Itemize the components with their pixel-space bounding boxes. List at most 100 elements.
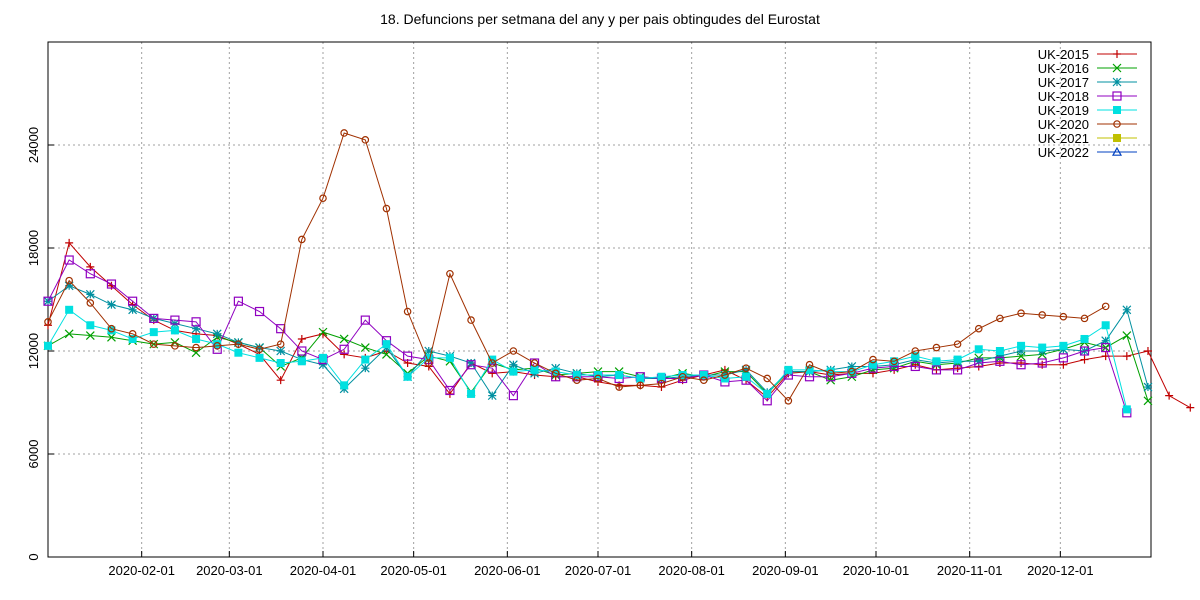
data-point <box>615 383 623 391</box>
data-point <box>65 238 74 247</box>
data-point <box>1038 343 1047 352</box>
data-point <box>467 389 476 398</box>
data-point <box>763 374 772 383</box>
data-point <box>318 329 327 338</box>
data-point <box>995 351 1005 361</box>
data-point <box>1101 302 1110 311</box>
data-point <box>467 316 475 324</box>
data-point <box>212 329 222 339</box>
data-point <box>107 326 116 335</box>
data-point <box>1016 360 1026 370</box>
x-tick-label: 2020-09-01 <box>752 563 819 578</box>
data-point <box>64 281 74 291</box>
data-point <box>191 317 201 327</box>
data-point <box>847 362 857 371</box>
y-tick-label: 24000 <box>26 127 41 163</box>
legend-label: UK-2020 <box>1038 117 1089 132</box>
data-point <box>826 367 835 376</box>
data-point <box>339 334 349 344</box>
data-point <box>741 365 751 375</box>
plot-frame <box>47 41 1152 558</box>
series-line <box>47 259 1128 413</box>
data-point <box>297 346 307 356</box>
data-point <box>1101 336 1111 346</box>
data-point <box>318 327 328 337</box>
series-line <box>47 132 1106 402</box>
data-point <box>106 279 117 289</box>
data-point <box>128 305 138 315</box>
data-point <box>403 372 412 381</box>
data-point <box>1143 396 1153 406</box>
data-point <box>86 321 95 330</box>
data-point <box>1186 403 1195 412</box>
data-point <box>213 342 222 350</box>
data-point <box>742 364 750 372</box>
data-point <box>952 365 963 375</box>
series-uk-2020 <box>44 129 1110 405</box>
data-point <box>890 357 898 366</box>
data-point <box>805 365 814 374</box>
data-point <box>868 360 877 369</box>
data-point <box>932 357 941 366</box>
data-point <box>1113 134 1121 142</box>
data-point <box>1113 50 1121 58</box>
data-point <box>1080 355 1089 364</box>
data-point <box>360 315 370 325</box>
data-point <box>995 356 1005 366</box>
legend-label: UK-2019 <box>1038 103 1089 118</box>
axis-ticks: 0 6000 12000 18000 24000 2020-02-01 2020-03-01… <box>26 127 1094 578</box>
data-point <box>128 296 138 306</box>
data-point <box>233 296 243 306</box>
data-point <box>996 314 1004 323</box>
data-point <box>424 346 434 356</box>
data-point <box>594 374 602 383</box>
grid-lines <box>48 42 1151 557</box>
data-point <box>445 353 454 362</box>
data-point <box>572 371 581 380</box>
series-uk-2015 <box>44 238 1195 412</box>
x-tick-label: 2020-07-01 <box>565 563 632 578</box>
data-point <box>1122 352 1131 361</box>
data-point <box>382 204 391 213</box>
data-point <box>361 136 370 144</box>
data-point <box>1112 63 1122 73</box>
data-point <box>339 344 349 354</box>
data-point <box>1058 353 1068 363</box>
data-point <box>784 365 793 374</box>
data-point <box>466 360 476 370</box>
data-point <box>636 374 645 383</box>
data-point <box>1080 334 1089 343</box>
data-point <box>1101 342 1111 353</box>
data-point <box>191 324 201 334</box>
data-point <box>1101 321 1110 330</box>
data-point <box>233 337 243 347</box>
data-point <box>340 381 349 390</box>
data-point <box>657 379 666 388</box>
data-point <box>932 343 941 352</box>
data-point <box>403 351 413 361</box>
data-point <box>1016 346 1026 356</box>
data-point <box>340 350 349 359</box>
data-point <box>276 359 285 368</box>
data-point <box>1113 120 1121 128</box>
data-point <box>1112 77 1122 87</box>
data-point <box>530 365 539 374</box>
data-point <box>1037 358 1047 368</box>
data-point <box>869 355 877 364</box>
data-point <box>424 359 433 367</box>
data-point <box>360 363 370 373</box>
data-point <box>953 340 962 348</box>
data-point <box>699 376 708 384</box>
data-point <box>64 255 74 265</box>
data-point <box>509 347 518 355</box>
data-point <box>64 329 74 339</box>
data-point <box>487 391 497 401</box>
data-point <box>85 289 95 299</box>
series-line <box>47 309 1128 410</box>
data-point <box>488 359 497 367</box>
data-point <box>1112 91 1122 101</box>
data-point <box>85 331 95 340</box>
data-point <box>699 371 708 380</box>
data-point <box>508 360 518 370</box>
x-tick-label: 2020-08-01 <box>658 563 725 578</box>
